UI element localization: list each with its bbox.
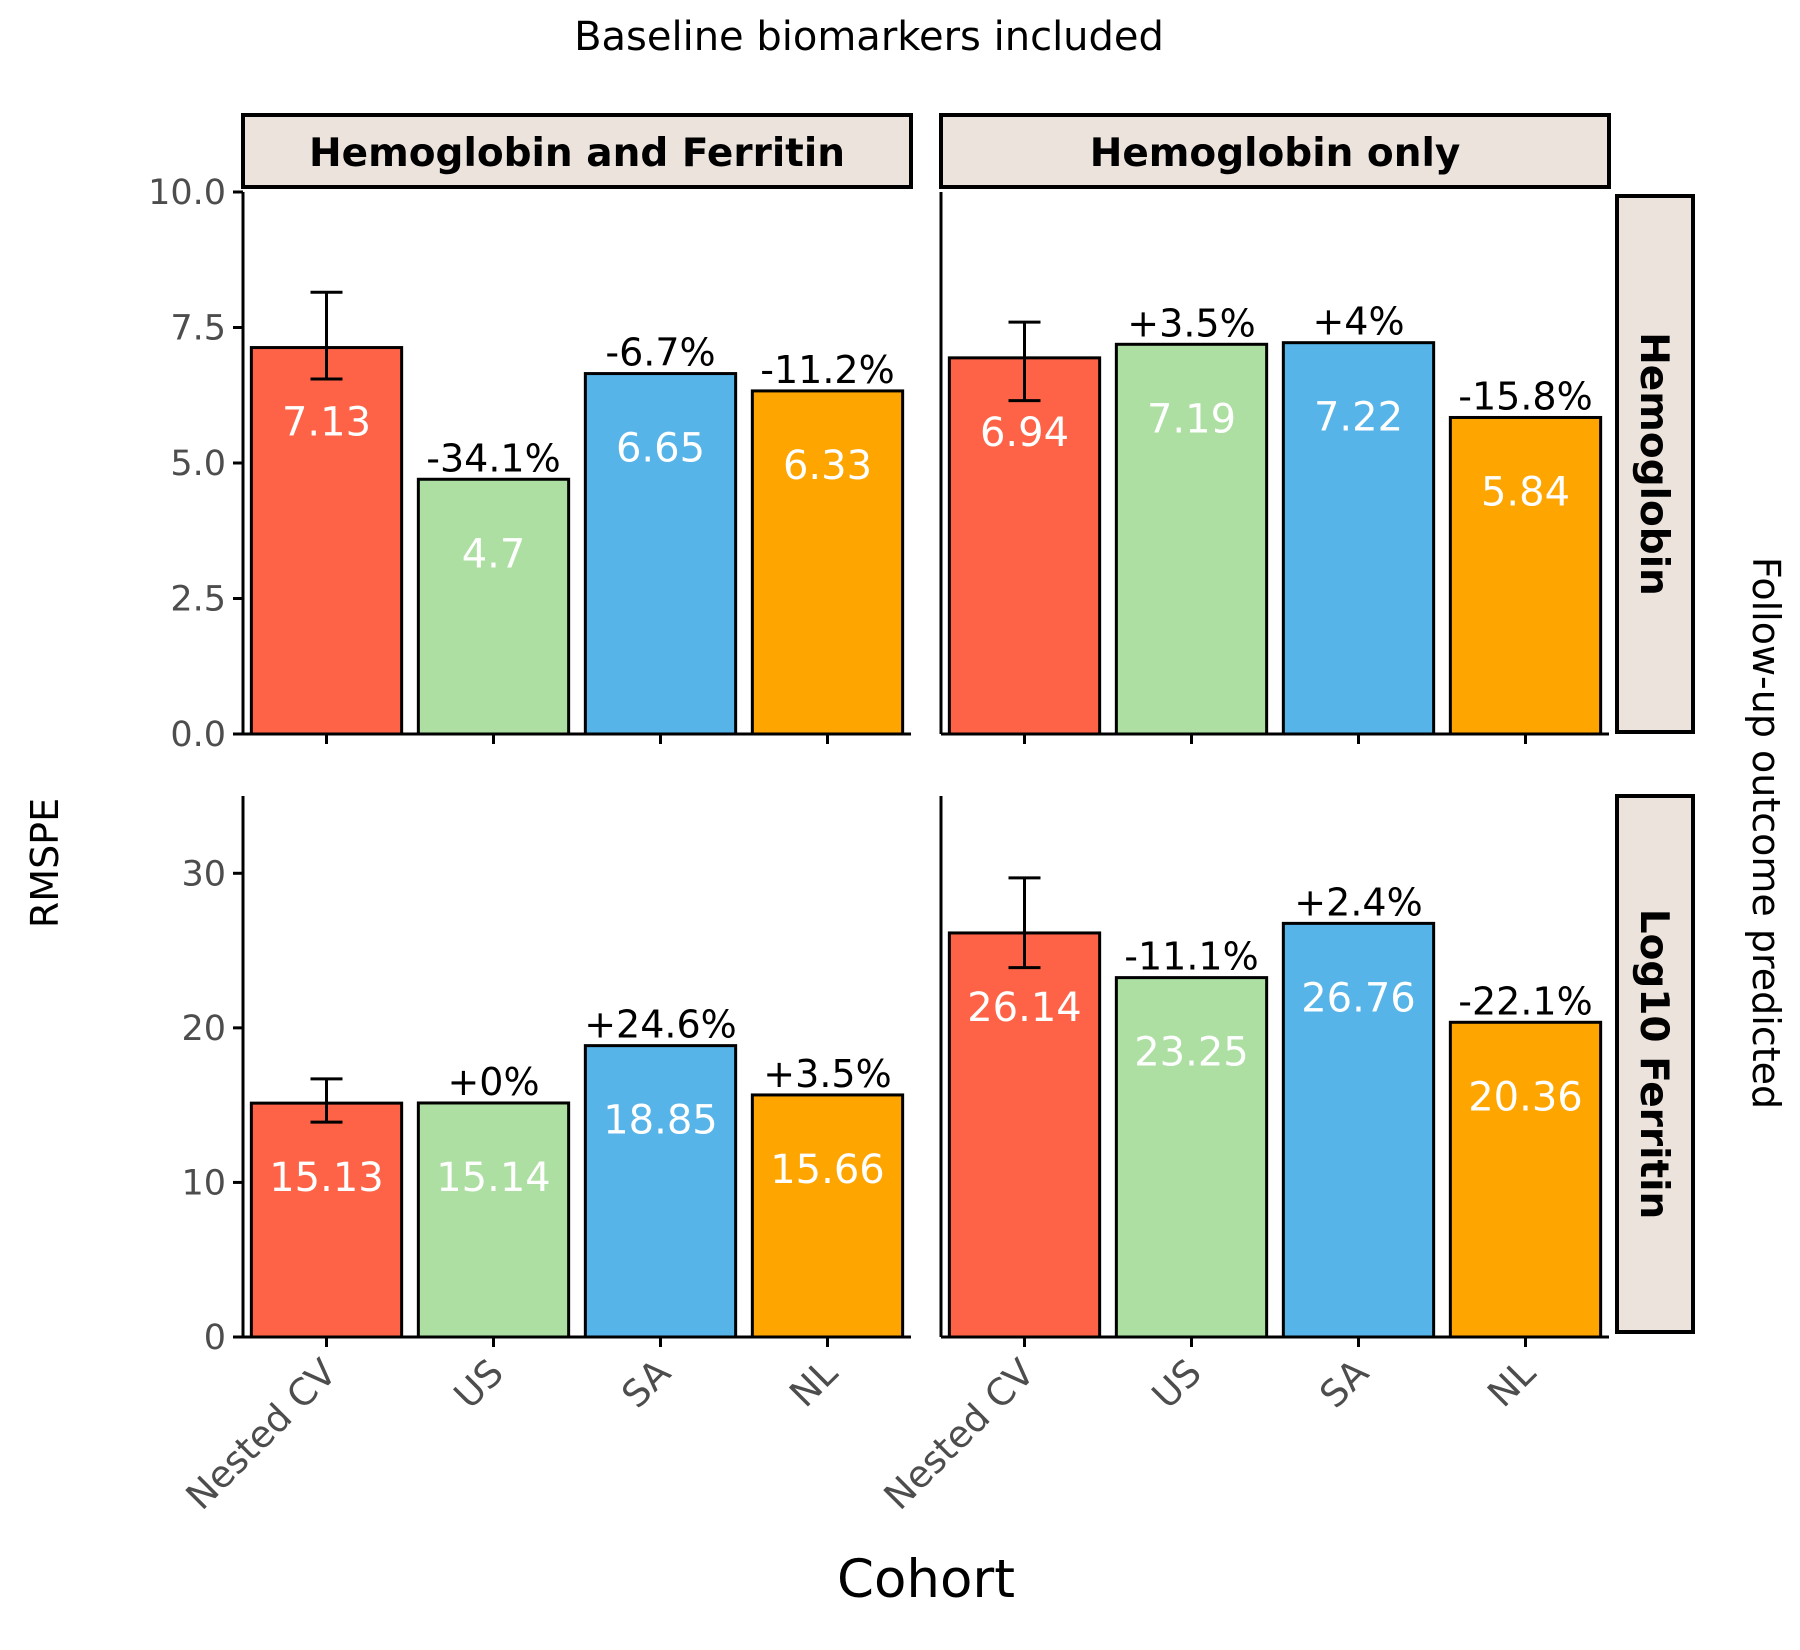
x-tick-label: US <box>446 1351 512 1417</box>
percent-change-label: +3.5% <box>1127 301 1255 345</box>
bar-value-label: 15.14 <box>436 1155 551 1201</box>
x-tick-label: Nested CV <box>876 1351 1043 1518</box>
bar-value-label: 6.94 <box>980 410 1069 456</box>
y-tick-label: 0.0 <box>170 715 226 755</box>
y-tick-label: 5.0 <box>170 444 226 484</box>
y-tick-label: 10.0 <box>148 173 226 213</box>
row-strip-2-label: Log10 Ferritin <box>1631 909 1676 1220</box>
bar <box>1114 342 1269 736</box>
y-tick-label: 10 <box>181 1163 226 1203</box>
x-tick-label: NL <box>781 1351 846 1416</box>
bar-value-label: 15.66 <box>770 1147 885 1193</box>
x-tick-label: SA <box>613 1351 678 1416</box>
y-tick-label: 2.5 <box>170 580 226 620</box>
bar-value-label: 18.85 <box>603 1098 718 1144</box>
bar <box>1114 976 1269 1339</box>
column-strip-2: Hemoglobin only <box>939 113 1611 189</box>
bar <box>416 477 571 736</box>
panel-4: 26.14 Nested CV 23.25 -11.1% US 26.76 +2.4% SA 2… <box>876 796 1609 1518</box>
bar-value-label: 20.36 <box>1468 1074 1583 1120</box>
x-axis-title: Cohort <box>837 1549 1015 1610</box>
bar <box>947 356 1102 736</box>
bar <box>750 389 905 736</box>
bar-value-label: 4.7 <box>462 531 526 577</box>
bar-value-label: 26.76 <box>1301 975 1416 1021</box>
bar <box>750 1093 905 1339</box>
percent-change-label: -15.8% <box>1458 374 1592 418</box>
bar-value-label: 23.25 <box>1134 1030 1249 1076</box>
percent-change-label: +0% <box>447 1060 539 1104</box>
percent-change-label: +3.5% <box>763 1052 891 1096</box>
column-strip-2-label: Hemoglobin only <box>1090 131 1461 176</box>
bar <box>249 346 404 736</box>
y-tick-label: 20 <box>181 1009 226 1049</box>
panel-2: 6.94 7.19 +3.5% 7.22 +4% 5.84 -15.8% <box>939 192 1609 744</box>
right-axis-title: Follow-up outcome predicted <box>1744 557 1788 1109</box>
x-tick-label: US <box>1144 1351 1210 1417</box>
panel-3: 15.13 Nested CV 15.14 +0% US 18.85 +24.6% SA 15.… <box>178 796 911 1518</box>
x-tick-label: Nested CV <box>178 1351 345 1518</box>
percent-change-label: +4% <box>1312 300 1404 344</box>
chart-title: Baseline biomarkers included <box>574 14 1164 60</box>
row-strip-1: Hemoglobin <box>1615 194 1695 734</box>
column-strip-1-label: Hemoglobin and Ferritin <box>309 131 845 176</box>
row-strip-1-label: Hemoglobin <box>1631 332 1676 596</box>
row-strip-2: Log10 Ferritin <box>1615 794 1695 1334</box>
panel-1: 7.13 4.7 -34.1% 6.65 -6.7% 6.33 -11.2% <box>241 192 911 744</box>
y-axis-title: RMSPE <box>23 798 67 928</box>
bar <box>1281 921 1436 1339</box>
column-strip-1: Hemoglobin and Ferritin <box>241 113 913 189</box>
y-tick-label: 7.5 <box>170 309 226 349</box>
bar-value-label: 7.22 <box>1314 395 1403 441</box>
bar <box>583 1044 738 1339</box>
column-strip-2-box <box>939 113 1611 189</box>
bar-value-label: 6.33 <box>783 443 872 489</box>
row-strip-1-box <box>1615 194 1695 734</box>
bar-value-label: 7.19 <box>1147 396 1236 442</box>
column-strip-1-box <box>241 113 913 189</box>
percent-change-label: -11.1% <box>1124 935 1258 979</box>
percent-change-label: +2.4% <box>1294 880 1422 924</box>
bar <box>416 1101 571 1339</box>
bar-value-label: 15.13 <box>269 1155 384 1201</box>
percent-change-label: -22.1% <box>1458 979 1592 1023</box>
bar <box>1448 415 1603 736</box>
bar-value-label: 26.14 <box>967 985 1082 1031</box>
bar <box>249 1101 404 1339</box>
percent-change-label: +24.6% <box>584 1003 737 1047</box>
percent-change-label: -34.1% <box>426 436 560 480</box>
x-tick-label: NL <box>1479 1351 1544 1416</box>
y-tick-label: 0 <box>204 1318 226 1358</box>
percent-change-label: -11.2% <box>760 348 894 392</box>
bar <box>1448 1020 1603 1339</box>
percent-change-label: -6.7% <box>605 331 715 375</box>
bar-value-label: 5.84 <box>1481 469 1570 515</box>
y-tick-label: 30 <box>181 854 226 894</box>
row-strip-2-box <box>1615 794 1695 1334</box>
bar <box>947 931 1102 1339</box>
x-tick-label: SA <box>1311 1351 1376 1416</box>
bar-value-label: 6.65 <box>616 426 705 472</box>
panels: 0.0 2.5 5.0 7.5 10.0 0 10 20 30 7.13 4.7 -34.1% 6.65… <box>148 173 1609 1518</box>
bar-value-label: 7.13 <box>282 400 371 446</box>
bar <box>1281 341 1436 736</box>
